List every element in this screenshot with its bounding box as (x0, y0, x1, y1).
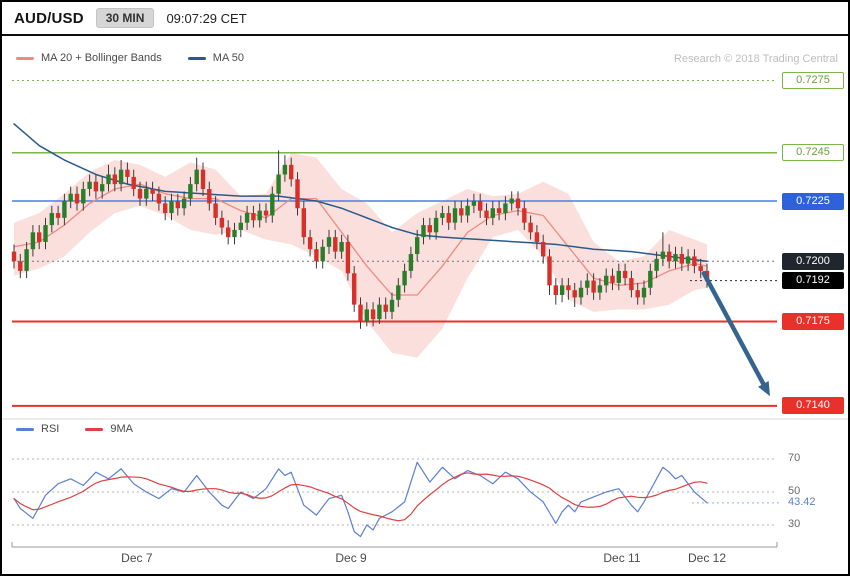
legend-9ma: 9MA (85, 423, 133, 435)
legend-ma20-bollinger: MA 20 + Bollinger Bands (16, 52, 162, 64)
research-credit: Research © 2018 Trading Central (673, 53, 838, 65)
legend-rsi-label: RSI (41, 423, 60, 435)
timeframe-badge: 30 MIN (95, 8, 155, 28)
rsi-panel (2, 418, 848, 538)
ma50-swatch-icon (187, 56, 206, 60)
rsi-legend: RSI 9MA (16, 423, 133, 435)
header: AUD/USD 30 MIN 09:07:29 CET (2, 2, 848, 36)
price-legend: MA 20 + Bollinger Bands MA 50 (16, 52, 244, 64)
rsi-ma-swatch-icon (85, 427, 104, 431)
legend-9ma-label: 9MA (110, 423, 133, 435)
moving-averages (13, 123, 708, 296)
legend-rsi: RSI (16, 423, 59, 435)
instrument-pair-label: AUD/USD (14, 9, 84, 27)
legend-ma50: MA 50 (187, 52, 244, 64)
legend-ma20-label: MA 20 + Bollinger Bands (41, 52, 162, 64)
rsi-swatch-icon (16, 427, 34, 431)
candlestick-series (11, 150, 710, 329)
clock-label: 09:07:29 CET (166, 10, 247, 26)
ma20-swatch-icon (16, 56, 34, 60)
legend-ma50-label: MA 50 (212, 52, 244, 64)
time-axis (11, 542, 778, 548)
bollinger-band-area (14, 152, 707, 358)
forecast-arrow (701, 271, 770, 397)
